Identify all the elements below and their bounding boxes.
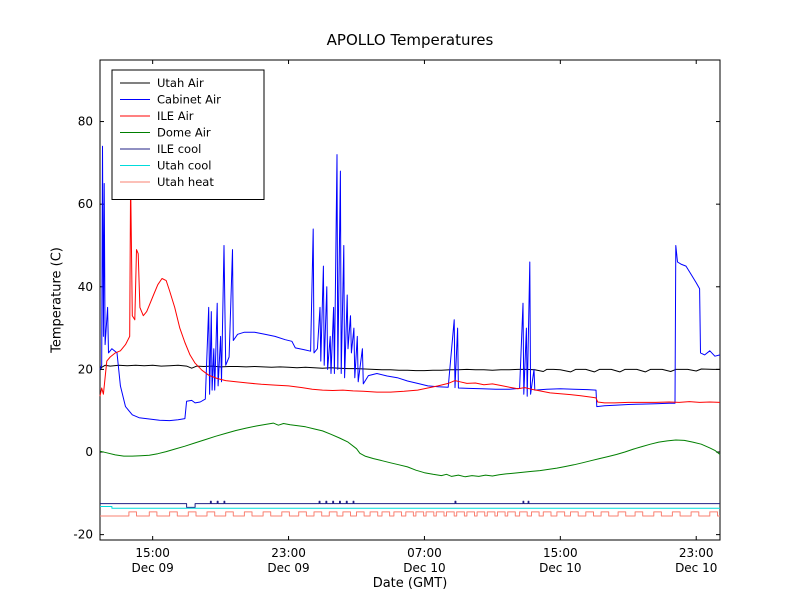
y-tick-label: 80 [78, 115, 93, 129]
x-axis-label: Date (GMT) [372, 576, 448, 591]
legend-label: Utah Air [157, 76, 204, 90]
series-line-ile-cool [100, 500, 720, 508]
x-tick-label-date: Dec 10 [403, 561, 445, 575]
axes-box [99, 59, 721, 541]
x-tick-label-date: Dec 09 [267, 561, 309, 575]
y-tick-label: -20 [73, 528, 93, 542]
y-tick-label: 20 [78, 362, 93, 376]
x-tick-label-time: 23:00 [679, 546, 714, 560]
series-line-ile-air [99, 178, 721, 404]
legend-label: ILE Air [157, 109, 194, 123]
chart-title: APOLLO Temperatures [326, 31, 494, 49]
legend-label: Utah heat [157, 175, 214, 189]
x-tick-label-time: 15:00 [543, 546, 578, 560]
x-tick-label-date: Dec 10 [675, 561, 717, 575]
x-tick-label-time: 15:00 [135, 546, 170, 560]
series-line-utah-air [99, 364, 720, 373]
legend-label: Utah cool [157, 159, 212, 173]
legend-label: Cabinet Air [157, 93, 221, 107]
x-tick-label-time: 23:00 [271, 546, 306, 560]
legend-label: ILE cool [157, 142, 201, 156]
x-tick-label-date: Dec 10 [539, 561, 581, 575]
series-line-utah-heat [100, 511, 720, 517]
y-tick-label: 0 [85, 445, 93, 459]
series-line-utah-cool [100, 506, 720, 509]
legend-label: Dome Air [157, 126, 211, 140]
series-line-dome-air [99, 422, 721, 478]
x-tick-label-time: 07:00 [407, 546, 442, 560]
y-tick-label: 60 [78, 197, 93, 211]
x-tick-label-date: Dec 09 [132, 561, 174, 575]
series-line-cabinet-air [99, 145, 721, 422]
y-tick-label: 40 [78, 280, 93, 294]
legend-box [111, 69, 265, 200]
